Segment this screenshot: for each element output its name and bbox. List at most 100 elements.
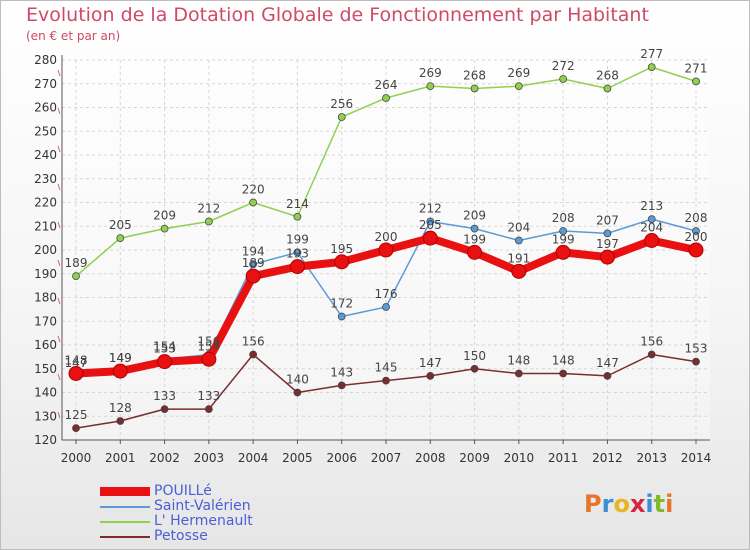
y-tick-label: 270 bbox=[34, 77, 57, 91]
data-point bbox=[688, 242, 704, 258]
data-point bbox=[68, 366, 84, 381]
data-point bbox=[204, 405, 213, 414]
data-label: 272 bbox=[552, 59, 575, 73]
data-label: 208 bbox=[552, 211, 575, 225]
data-label: 125 bbox=[65, 408, 88, 422]
data-label: 147 bbox=[596, 356, 619, 370]
data-label: 269 bbox=[419, 66, 442, 80]
data-label: 269 bbox=[507, 66, 530, 80]
logo-letter: r bbox=[601, 490, 614, 518]
data-label: 153 bbox=[685, 342, 708, 356]
chart-subtitle: (en € et par an) bbox=[26, 29, 121, 43]
y-tick-label: 160 bbox=[34, 338, 57, 352]
data-point bbox=[422, 230, 438, 246]
y-tick-label: 240 bbox=[34, 148, 57, 162]
data-point bbox=[293, 212, 302, 221]
data-label: 191 bbox=[507, 251, 530, 265]
data-point bbox=[382, 303, 390, 311]
chart-title: Evolution de la Dotation Globale de Fonc… bbox=[26, 4, 649, 26]
data-label: 154 bbox=[153, 339, 176, 353]
axis-decoration bbox=[57, 145, 61, 153]
data-point bbox=[603, 84, 612, 93]
logo-letter: P bbox=[584, 490, 602, 518]
data-label: 195 bbox=[330, 242, 353, 256]
data-point bbox=[201, 351, 217, 367]
axis-decoration bbox=[57, 297, 61, 305]
data-point bbox=[157, 354, 173, 370]
data-point bbox=[426, 371, 435, 380]
data-point bbox=[293, 388, 302, 397]
data-label: 213 bbox=[640, 199, 663, 213]
data-point bbox=[249, 260, 258, 269]
x-tick-label: 2013 bbox=[636, 451, 667, 465]
y-tick-label: 280 bbox=[34, 53, 57, 67]
data-point bbox=[599, 249, 615, 265]
axis-decoration bbox=[57, 183, 61, 191]
data-point bbox=[382, 376, 390, 385]
legend-label: Saint-Valérien bbox=[154, 498, 251, 514]
data-point bbox=[160, 224, 169, 233]
data-point bbox=[647, 350, 656, 359]
data-label: 133 bbox=[153, 389, 176, 403]
data-point bbox=[603, 371, 612, 380]
data-label: 149 bbox=[109, 351, 132, 365]
axis-decoration bbox=[57, 373, 61, 381]
x-tick-label: 2010 bbox=[504, 451, 535, 465]
data-point bbox=[289, 259, 305, 275]
y-tick-label: 170 bbox=[34, 314, 57, 328]
y-tick-label: 120 bbox=[34, 433, 57, 447]
axis-decoration bbox=[57, 411, 61, 419]
data-label: 150 bbox=[463, 349, 486, 363]
x-tick-label: 2008 bbox=[415, 451, 446, 465]
data-point bbox=[692, 357, 700, 366]
x-tick-label: 2011 bbox=[548, 451, 579, 465]
data-label: 189 bbox=[242, 256, 265, 270]
x-tick-label: 2000 bbox=[61, 451, 92, 465]
data-point bbox=[514, 369, 523, 378]
x-tick-label: 2003 bbox=[194, 451, 225, 465]
data-label: 133 bbox=[197, 389, 220, 403]
axis-decoration bbox=[57, 69, 61, 77]
data-point bbox=[249, 198, 258, 207]
x-tick-label: 2004 bbox=[238, 451, 269, 465]
legend-swatch bbox=[100, 536, 150, 538]
data-label: 199 bbox=[463, 232, 486, 246]
data-label: 148 bbox=[552, 354, 575, 368]
data-label: 212 bbox=[197, 202, 220, 216]
data-label: 147 bbox=[65, 356, 88, 370]
data-label: 220 bbox=[242, 183, 265, 197]
logo-letter: o bbox=[613, 490, 630, 518]
data-label: 200 bbox=[375, 230, 398, 244]
data-label: 189 bbox=[65, 256, 88, 270]
data-label: 205 bbox=[109, 218, 132, 232]
x-tick-label: 2001 bbox=[105, 451, 136, 465]
data-label: 208 bbox=[685, 211, 708, 225]
data-label: 156 bbox=[197, 335, 220, 349]
data-label: 207 bbox=[596, 213, 619, 227]
data-point bbox=[559, 75, 568, 83]
y-tick-label: 180 bbox=[34, 291, 57, 305]
data-point bbox=[378, 242, 394, 258]
data-point bbox=[160, 405, 169, 414]
data-label: 199 bbox=[286, 232, 309, 246]
data-point bbox=[647, 215, 656, 224]
legend-label: Petosse bbox=[154, 528, 208, 544]
data-point bbox=[204, 217, 213, 226]
data-label: 204 bbox=[640, 221, 663, 235]
data-point bbox=[116, 417, 125, 425]
logo-letter: i bbox=[665, 490, 674, 518]
data-label: 205 bbox=[419, 218, 442, 232]
data-point bbox=[293, 248, 302, 257]
data-point bbox=[337, 113, 346, 121]
legend-swatch bbox=[100, 487, 150, 496]
data-point bbox=[470, 84, 479, 93]
y-tick-label: 220 bbox=[34, 196, 57, 210]
y-tick-label: 200 bbox=[34, 243, 57, 257]
data-label: 149 bbox=[109, 351, 132, 365]
legend-swatch bbox=[100, 521, 150, 523]
data-label: 209 bbox=[463, 209, 486, 223]
x-tick-label: 2007 bbox=[371, 451, 402, 465]
y-tick-label: 140 bbox=[34, 386, 57, 400]
data-label: 172 bbox=[330, 297, 353, 311]
